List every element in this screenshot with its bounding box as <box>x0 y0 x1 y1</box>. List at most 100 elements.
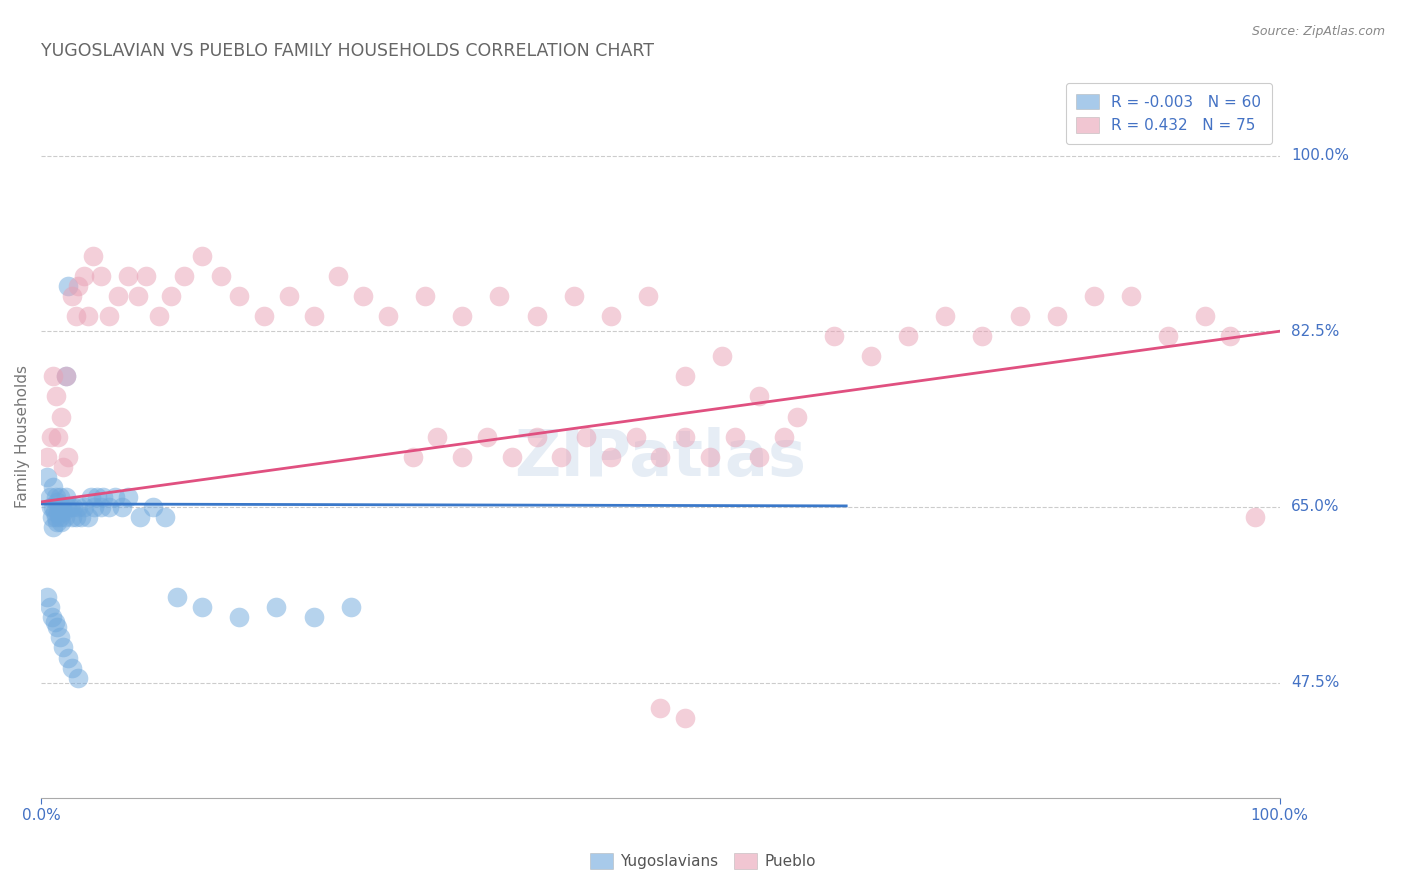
Point <box>44 615 66 630</box>
Point <box>67 279 90 293</box>
Point <box>58 650 80 665</box>
Point <box>82 249 104 263</box>
Point <box>191 249 214 263</box>
Point <box>748 450 770 464</box>
Point <box>129 510 152 524</box>
Point <box>228 610 250 624</box>
Point <box>42 520 65 534</box>
Point <box>148 309 170 323</box>
Point <box>107 289 129 303</box>
Point <box>191 600 214 615</box>
Point <box>44 505 66 519</box>
Point <box>73 500 96 514</box>
Point <box>77 510 100 524</box>
Point <box>48 490 70 504</box>
Point <box>277 289 299 303</box>
Point <box>42 480 65 494</box>
Point <box>60 289 83 303</box>
Point <box>786 409 808 424</box>
Point <box>724 429 747 443</box>
Point <box>46 620 69 634</box>
Point <box>451 450 474 464</box>
Point <box>49 515 72 529</box>
Point <box>52 640 75 655</box>
Point <box>98 309 121 323</box>
Point <box>1083 289 1105 303</box>
Point <box>48 510 70 524</box>
Point <box>160 289 183 303</box>
Point <box>37 591 59 605</box>
Point <box>51 500 73 514</box>
Point <box>65 309 87 323</box>
Point <box>45 389 67 403</box>
Point <box>1244 510 1267 524</box>
Point <box>135 268 157 283</box>
Point <box>526 429 548 443</box>
Point <box>302 309 325 323</box>
Point <box>67 500 90 514</box>
Point <box>37 450 59 464</box>
Point <box>38 600 60 615</box>
Point <box>934 309 956 323</box>
Point <box>55 369 77 384</box>
Point <box>73 268 96 283</box>
Point <box>624 429 647 443</box>
Point <box>1119 289 1142 303</box>
Point <box>475 429 498 443</box>
Point <box>972 329 994 343</box>
Point <box>60 660 83 674</box>
Point <box>302 610 325 624</box>
Point <box>377 309 399 323</box>
Point <box>48 500 70 514</box>
Point <box>45 510 67 524</box>
Point <box>46 515 69 529</box>
Legend: R = -0.003   N = 60, R = 0.432   N = 75: R = -0.003 N = 60, R = 0.432 N = 75 <box>1066 83 1272 144</box>
Point <box>1194 309 1216 323</box>
Point <box>339 600 361 615</box>
Point <box>1219 329 1241 343</box>
Point <box>117 268 139 283</box>
Text: 65.0%: 65.0% <box>1291 500 1340 515</box>
Point <box>413 289 436 303</box>
Point <box>91 490 114 504</box>
Point <box>673 369 696 384</box>
Point <box>39 500 62 514</box>
Point <box>166 591 188 605</box>
Point <box>53 510 76 524</box>
Point <box>79 490 101 504</box>
Text: 82.5%: 82.5% <box>1291 324 1339 339</box>
Point <box>58 450 80 464</box>
Point <box>104 490 127 504</box>
Point <box>117 490 139 504</box>
Point <box>526 309 548 323</box>
Point <box>56 500 79 514</box>
Point <box>90 500 112 514</box>
Point <box>426 429 449 443</box>
Point <box>402 450 425 464</box>
Point <box>86 490 108 504</box>
Point <box>451 309 474 323</box>
Point <box>859 349 882 363</box>
Point <box>49 409 72 424</box>
Point <box>42 500 65 514</box>
Point <box>60 510 83 524</box>
Point <box>98 500 121 514</box>
Point <box>637 289 659 303</box>
Point <box>41 510 63 524</box>
Point <box>699 450 721 464</box>
Legend: Yugoslavians, Pueblo: Yugoslavians, Pueblo <box>583 847 823 875</box>
Point <box>673 429 696 443</box>
Point <box>55 490 77 504</box>
Point <box>90 268 112 283</box>
Point <box>1008 309 1031 323</box>
Point <box>550 450 572 464</box>
Text: 100.0%: 100.0% <box>1291 148 1348 163</box>
Text: ZIPatlas: ZIPatlas <box>515 427 807 490</box>
Point <box>37 470 59 484</box>
Text: Source: ZipAtlas.com: Source: ZipAtlas.com <box>1251 25 1385 38</box>
Point <box>650 450 672 464</box>
Point <box>127 289 149 303</box>
Point <box>52 505 75 519</box>
Point <box>253 309 276 323</box>
Point <box>328 268 350 283</box>
